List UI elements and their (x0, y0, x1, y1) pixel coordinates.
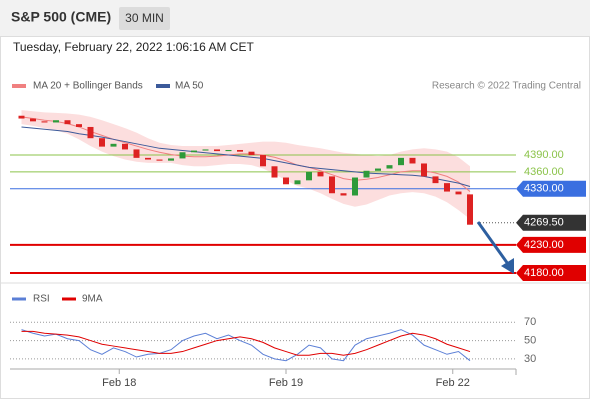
candle (363, 170, 370, 178)
level-label: 4330.00 (524, 183, 564, 195)
candle (444, 183, 450, 192)
interval-tab[interactable] (119, 7, 170, 30)
rsi-tick-label: 70 (524, 316, 536, 328)
candle (432, 176, 439, 184)
legend-rsi-ma: 9MA (82, 294, 103, 305)
candle (317, 171, 324, 177)
interval-label[interactable]: 30 MIN (125, 11, 164, 25)
level-tag (516, 180, 586, 197)
candle (76, 124, 82, 127)
forecast-arrowhead (501, 258, 514, 274)
level-label: 4360.00 (524, 166, 564, 178)
candle (271, 166, 278, 178)
candle (398, 157, 404, 166)
candle (53, 120, 59, 123)
candle (41, 121, 48, 123)
candle (145, 157, 151, 160)
candle (306, 171, 312, 181)
candle (386, 165, 393, 169)
rsi-tick-label: 50 (524, 334, 536, 346)
candle (122, 143, 128, 150)
candle (179, 152, 186, 159)
rsi-ma-line (21, 330, 471, 356)
candle (168, 158, 174, 161)
candle (248, 151, 255, 156)
x-tick-label: Feb 19 (269, 377, 303, 389)
rsi-tick-label: 30 (524, 353, 536, 365)
legend-ma50: MA 50 (175, 81, 204, 92)
level-tag (516, 236, 586, 253)
candle (375, 168, 381, 171)
x-tick-label: Feb 18 (102, 377, 136, 389)
candle (133, 149, 140, 158)
ma50-line (21, 126, 471, 187)
level-tag (516, 265, 586, 282)
candle (260, 155, 266, 167)
level-label: 4390.00 (524, 149, 564, 161)
candle (421, 163, 427, 177)
candle (214, 149, 220, 152)
ma20-line (21, 116, 471, 192)
candle (340, 193, 347, 196)
level-tag (516, 214, 586, 231)
candle (237, 149, 243, 152)
candle (191, 150, 197, 153)
level-label: 4180.00 (524, 267, 564, 279)
rsi-line (21, 329, 471, 362)
candle (110, 143, 117, 147)
forecast-arrow (476, 221, 510, 265)
candle (202, 149, 209, 151)
chart-title: S&P 500 (CME) (11, 9, 111, 25)
candle (87, 126, 94, 139)
candle (294, 180, 301, 185)
level-label: 4269.50 (524, 217, 564, 229)
candle (409, 157, 416, 164)
timestamp: Tuesday, February 22, 2022 1:06:16 AM CE… (13, 40, 254, 54)
candle (225, 149, 232, 152)
candle (18, 115, 25, 119)
legend-ma20: MA 20 + Bollinger Bands (33, 81, 143, 92)
credit: Research © 2022 Trading Central (432, 81, 581, 92)
x-tick-label: Feb 22 (436, 377, 470, 389)
candle (64, 120, 71, 125)
header-bar (0, 0, 590, 36)
level-label: 4230.00 (524, 239, 564, 251)
candle (467, 194, 473, 225)
candle (156, 159, 163, 161)
candle (455, 191, 462, 195)
candle (283, 177, 289, 185)
candle (99, 138, 105, 147)
legend-rsi: RSI (33, 294, 50, 305)
candle (30, 118, 36, 122)
candle (329, 176, 335, 194)
candle (352, 177, 358, 196)
